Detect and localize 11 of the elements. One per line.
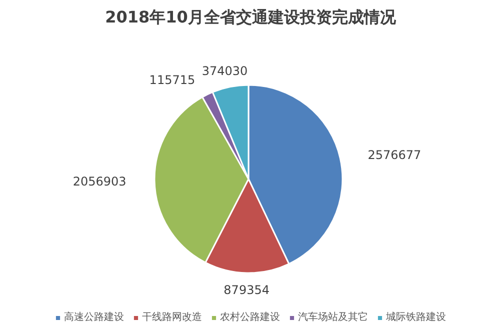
chart-title: 2018年10月全省交通建设投资完成情况	[105, 8, 397, 26]
data-label: 879354	[224, 283, 270, 298]
legend-label: 农村公路建设	[220, 310, 280, 324]
data-label: 2056903	[72, 174, 126, 189]
legend-label: 城际铁路建设	[386, 310, 446, 324]
legend-label: 干线路网改造	[142, 310, 202, 324]
data-label: 115715	[149, 73, 196, 88]
legend-label: 汽车场站及其它	[298, 310, 368, 324]
data-label: 374030	[202, 64, 248, 78]
legend-label: 高速公路建设	[64, 310, 124, 324]
data-label: 2576677	[368, 148, 422, 162]
